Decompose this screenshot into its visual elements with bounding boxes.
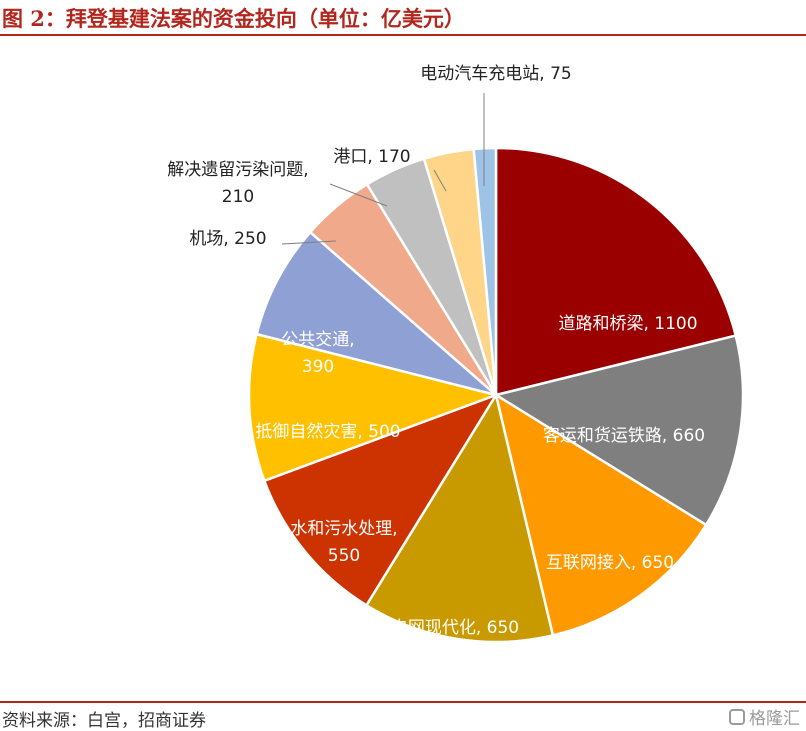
watermark: 格隆汇 [729,704,800,729]
slice-label-3: 互联网接入, 650 [546,553,674,573]
pie-slice-5 [262,392,499,608]
leader-line-10 [433,169,447,192]
pie-slice-1 [494,146,738,397]
pie-slice-3 [494,392,708,637]
slice-label-6: 抵御自然灾害, 500 [255,422,400,442]
slice-label-11: 电动汽车充电站, 75 [420,64,571,84]
leader-line-9 [329,183,388,207]
pie-slice-4 [364,391,555,644]
slice-label-10: 港口, 170 [333,147,410,167]
pie-slice-2 [492,334,745,527]
slice-label-7: 公共交通, 390 [281,330,354,377]
slice-label-8: 机场, 250 [189,229,266,249]
source-note: 资料来源：白宫，招商证券 [2,711,206,731]
slice-label-9: 解决遗留污染问题, 210 [167,160,308,207]
pie-slice-11 [472,146,498,396]
pie-slice-6 [247,332,501,483]
slice-label-1: 道路和桥梁, 1100 [558,314,697,334]
slice-label-2: 客运和货运铁路, 660 [543,426,705,446]
watermark-text: 格隆汇 [749,709,800,729]
title-divider [0,34,806,36]
chart-title: 图 2：拜登基建法案的资金投向（单位：亿美元） [2,6,465,31]
slice-label-4: 电网现代化, 650 [391,618,519,638]
pie-chart: 道路和桥梁, 1100 客运和货运铁路, 660 互联网接入, 650 电网现代化, … [167,64,745,644]
title-bar: 图 2：拜登基建法案的资金投向（单位：亿美元） [0,0,806,34]
pie-slice-7 [255,230,497,397]
slice-label-5: 水和污水处理, 550 [290,519,397,566]
watermark-logo-icon [729,708,745,725]
leader-line-8 [281,240,337,245]
footer-divider [0,701,806,703]
